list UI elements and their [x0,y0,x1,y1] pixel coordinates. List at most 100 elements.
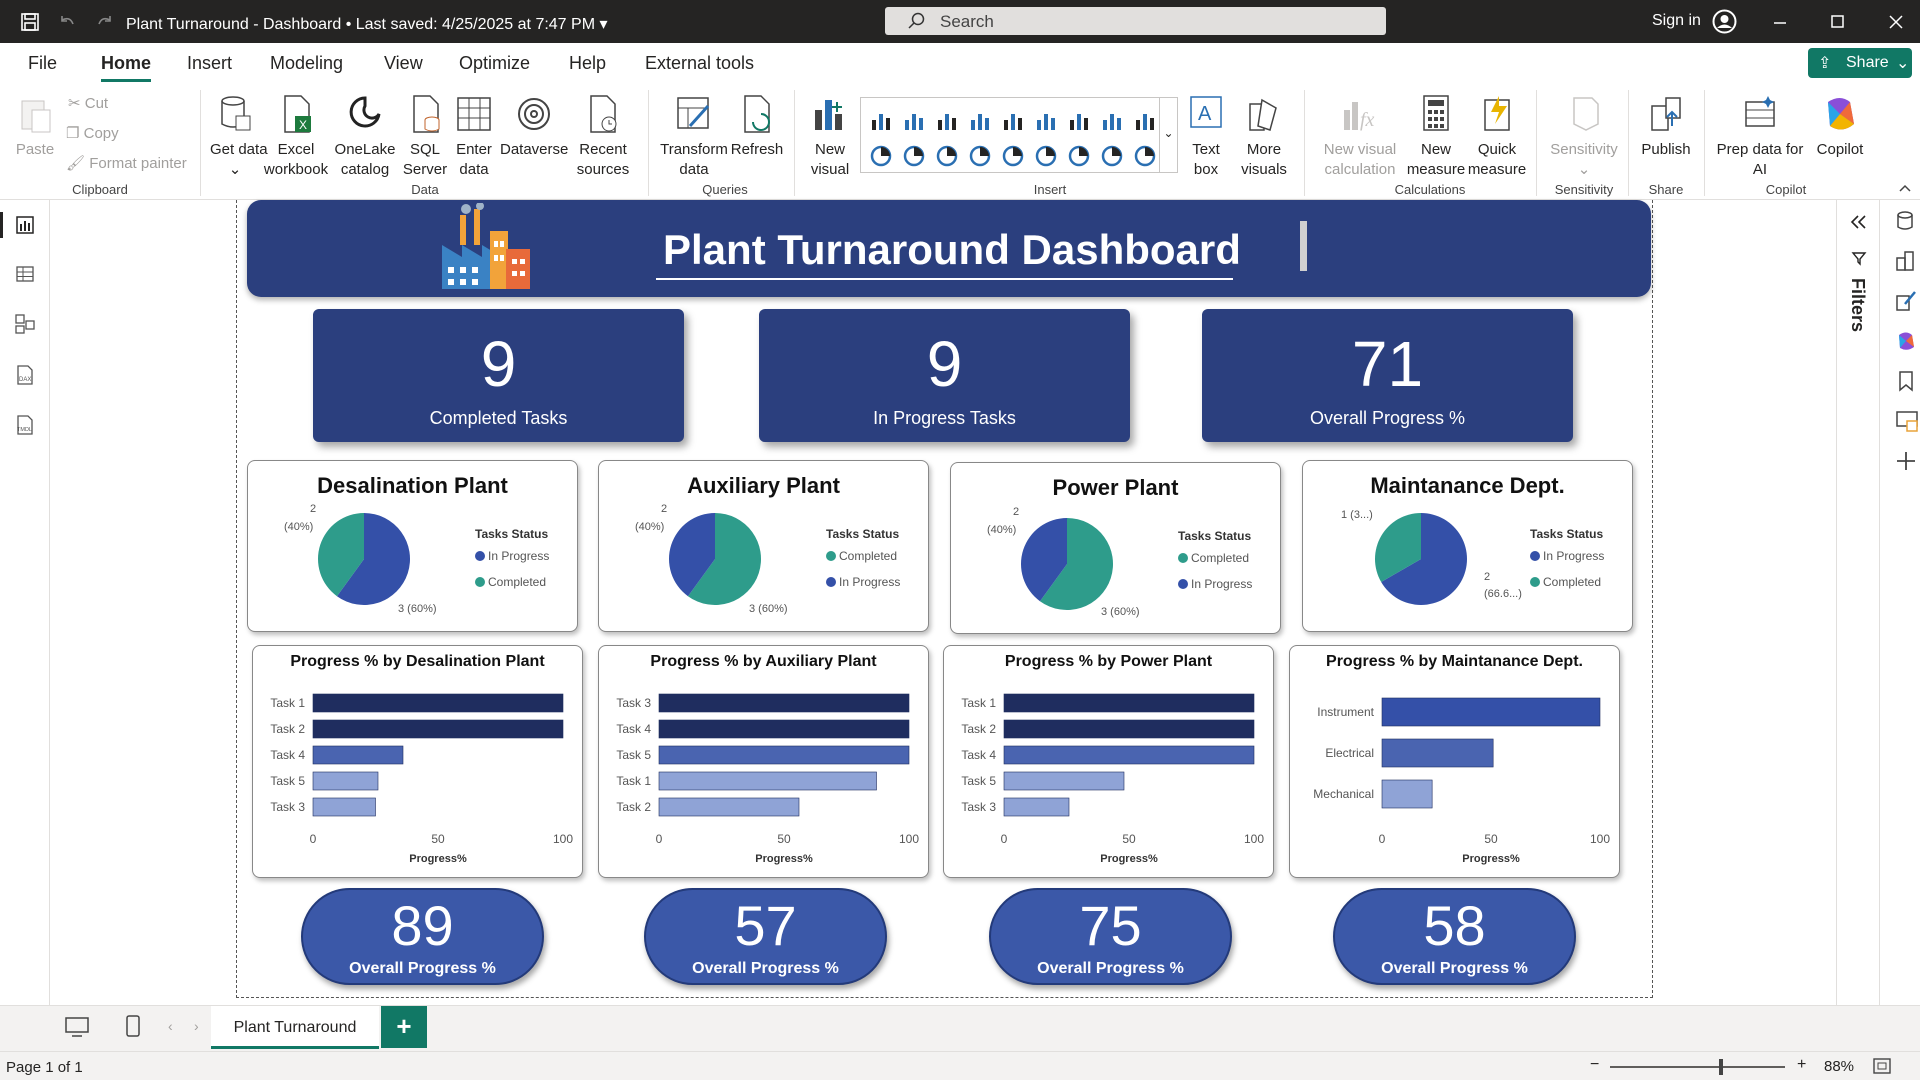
visual-type-icon[interactable] [1100,108,1124,132]
pie-slice-completed[interactable] [1375,513,1421,582]
bar[interactable] [1381,697,1601,727]
zoom-slider-thumb[interactable] [1719,1059,1723,1075]
bar[interactable] [658,745,910,765]
zoom-in-icon[interactable]: + [1797,1056,1807,1073]
new-visual-button[interactable]: New visual [804,94,856,180]
data-pane-icon[interactable] [1895,210,1915,232]
tab-help[interactable]: Help [569,53,607,73]
sign-in-link[interactable]: Sign in [1652,12,1701,29]
recent-sources-button[interactable]: Recent sources [570,94,636,180]
bar[interactable] [658,797,800,817]
table-view-icon[interactable] [11,260,39,288]
overall-progress-power[interactable]: 75 Overall Progress % [989,888,1232,985]
visual-type-icon[interactable] [902,108,926,132]
expand-chevrons-icon[interactable] [1850,214,1868,230]
publish-button[interactable]: Publish [1636,94,1696,160]
bar[interactable] [312,797,376,817]
legend-item[interactable]: Completed [1530,575,1601,589]
visual-type-icon[interactable] [1133,144,1157,168]
visual-type-icon[interactable] [935,144,959,168]
legend-item[interactable]: Completed [1178,551,1249,565]
add-page-button[interactable]: + [381,1006,427,1048]
visual-type-icon[interactable] [1034,144,1058,168]
pie-chart[interactable] [1019,516,1115,612]
filters-pane-collapsed[interactable] [1836,200,1880,1018]
tab-modeling[interactable]: Modeling [270,53,344,73]
pie-card-auxiliary[interactable]: Auxiliary Plant 2 (40%) 3 (60%) Tasks St… [598,460,929,632]
bar[interactable] [658,771,877,791]
visual-type-icon[interactable] [935,108,959,132]
model-view-icon[interactable] [11,310,39,338]
visual-type-icon[interactable] [1001,108,1025,132]
visual-type-icon[interactable] [968,144,992,168]
transform-data-button[interactable]: Transform data [658,94,730,180]
desktop-layout-icon[interactable] [64,1016,90,1038]
pie-slice-completed[interactable] [318,513,364,597]
visual-type-icon[interactable] [1133,108,1157,132]
prep-data-for-ai-button[interactable]: Prep data for AI [1712,94,1808,180]
bar[interactable] [1003,719,1255,739]
get-data-button[interactable]: Get data ⌄ [210,94,268,180]
legend-item[interactable]: Completed [826,549,897,563]
visual-type-icon[interactable] [1034,108,1058,132]
bar[interactable] [312,719,564,739]
pie-card-desalination[interactable]: Desalination Plant 2 (40%) 3 (60%) Tasks… [247,460,578,632]
tab-insert[interactable]: Insert [187,53,233,73]
enter-data-button[interactable]: Enter data [452,94,496,180]
format-pane-icon[interactable] [1895,290,1917,312]
report-view-icon[interactable] [11,211,39,239]
kpi-completed-tasks[interactable]: 9 Completed Tasks [313,309,684,442]
filters-label[interactable]: Filters [1848,278,1868,333]
bookmarks-pane-icon[interactable] [1895,370,1917,392]
legend-item[interactable]: In Progress [475,549,549,563]
overall-progress-maintanance[interactable]: 58 Overall Progress % [1333,888,1576,985]
legend-item[interactable]: Completed [475,575,546,589]
overall-progress-desalination[interactable]: 89 Overall Progress % [301,888,544,985]
document-title[interactable]: Plant Turnaround - Dashboard • Last save… [126,16,608,33]
share-button[interactable]: ⇪ Share ⌄ [1808,48,1912,78]
pie-chart[interactable] [1373,511,1469,607]
pie-slice-in-progress[interactable] [1021,518,1067,602]
fit-to-page-icon[interactable] [1872,1057,1892,1075]
kpi-overall-progress[interactable]: 71 Overall Progress % [1202,309,1573,442]
new-measure-button[interactable]: New measure [1406,94,1466,180]
bar[interactable] [1003,693,1255,713]
pie-slice-in-progress[interactable] [336,513,410,605]
kpi-in-progress-tasks[interactable]: 9 In Progress Tasks [759,309,1130,442]
bar-card-auxiliary[interactable]: Progress % by Auxiliary Plant Task 3 Task… [598,645,929,878]
pie-slice-in-progress[interactable] [669,513,715,597]
previous-page-icon[interactable]: ‹ [168,1018,173,1034]
pie-slice-in-progress[interactable] [1381,513,1467,605]
pie-slice-completed[interactable] [687,513,761,605]
bar[interactable] [658,693,910,713]
visualizations-pane-icon[interactable] [1895,250,1917,272]
visual-type-icon[interactable] [869,144,893,168]
tab-file[interactable]: File [28,53,58,73]
tab-optimize[interactable]: Optimize [459,53,531,73]
overall-progress-auxiliary[interactable]: 57 Overall Progress % [644,888,887,985]
maximize-icon[interactable] [1830,14,1846,30]
tab-home[interactable]: Home [101,53,152,73]
pie-card-maintanance[interactable]: Maintanance Dept. 1 (3...) 2 (66.6...) T… [1302,460,1633,632]
visual-type-icon[interactable] [1001,144,1025,168]
bar[interactable] [312,771,379,791]
visual-type-icon[interactable] [869,108,893,132]
tmdl-view-icon[interactable]: TMDL [11,411,39,439]
save-icon[interactable] [17,9,43,35]
bar-card-power[interactable]: Progress % by Power Plant Task 1 Task 2 Ta… [943,645,1274,878]
minimize-icon[interactable] [1772,14,1788,30]
legend-item[interactable]: In Progress [1178,577,1252,591]
quick-measure-button[interactable]: Quick measure [1466,94,1528,180]
search-box[interactable]: Search [885,7,1386,35]
sql-server-button[interactable]: SQL Server [402,94,448,180]
pie-card-power[interactable]: Power Plant 2 (40%) 3 (60%) Tasks Status… [950,462,1281,634]
zoom-slider[interactable] [1610,1066,1785,1068]
visual-type-icon[interactable] [968,108,992,132]
add-pane-icon[interactable] [1895,450,1917,472]
bar[interactable] [1381,738,1494,768]
visual-type-icon[interactable] [1067,108,1091,132]
bar[interactable] [1381,779,1433,809]
bar[interactable] [1003,771,1125,791]
